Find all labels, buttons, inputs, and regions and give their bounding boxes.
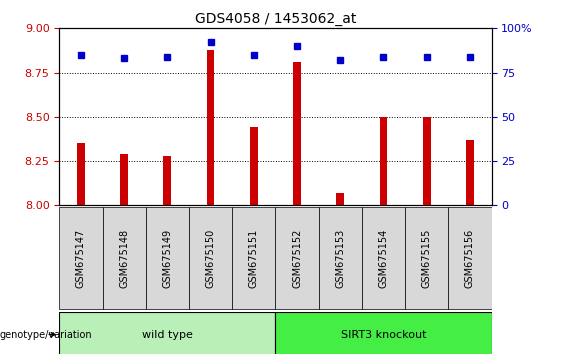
Bar <box>189 207 232 309</box>
Text: GSM675156: GSM675156 <box>465 229 475 288</box>
Bar <box>293 62 301 205</box>
Text: GSM675150: GSM675150 <box>206 229 216 288</box>
Bar <box>276 312 492 354</box>
Bar <box>276 207 319 309</box>
Bar <box>319 207 362 309</box>
Bar <box>207 50 215 205</box>
Bar <box>146 207 189 309</box>
Text: GSM675152: GSM675152 <box>292 229 302 288</box>
Bar <box>163 156 171 205</box>
Bar <box>250 127 258 205</box>
Text: wild type: wild type <box>142 330 193 339</box>
Title: GDS4058 / 1453062_at: GDS4058 / 1453062_at <box>195 12 356 26</box>
Text: GSM675148: GSM675148 <box>119 229 129 288</box>
Bar <box>405 207 449 309</box>
Text: GSM675149: GSM675149 <box>162 229 172 288</box>
Text: GSM675155: GSM675155 <box>421 229 432 288</box>
Text: GSM675154: GSM675154 <box>379 229 389 288</box>
Bar <box>77 143 85 205</box>
Bar <box>120 154 128 205</box>
Bar <box>103 207 146 309</box>
Bar <box>362 207 405 309</box>
Bar <box>380 117 388 205</box>
Bar <box>59 207 103 309</box>
Bar <box>59 312 276 354</box>
Bar <box>466 140 474 205</box>
Bar <box>336 193 344 205</box>
Bar <box>232 207 276 309</box>
Text: genotype/variation: genotype/variation <box>0 330 93 339</box>
Bar <box>449 207 492 309</box>
Text: GSM675153: GSM675153 <box>335 229 345 288</box>
Text: GSM675151: GSM675151 <box>249 229 259 288</box>
Bar <box>423 117 431 205</box>
Text: SIRT3 knockout: SIRT3 knockout <box>341 330 426 339</box>
Text: GSM675147: GSM675147 <box>76 229 86 288</box>
